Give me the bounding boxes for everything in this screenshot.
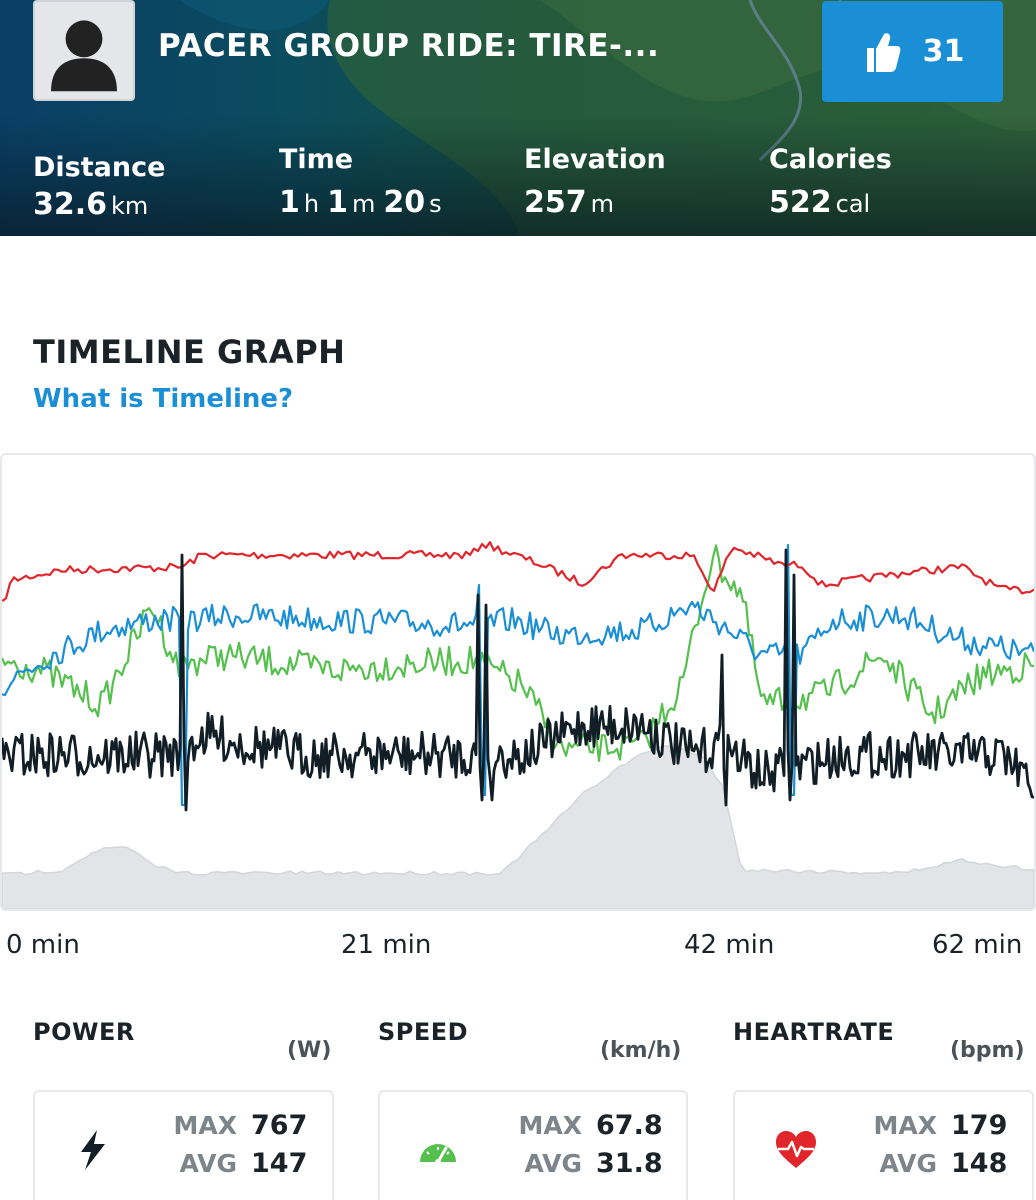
avatar[interactable] (33, 0, 135, 101)
power-avg-row: AVG 147 (159, 1148, 307, 1179)
activity-header: PACER GROUP RIDE: TIRE-... 31 Distance 3… (0, 0, 1036, 236)
stat-number: 522 (769, 185, 832, 220)
metric-title-heartrate: HEARTRATE (733, 1018, 895, 1046)
stat-number: 1 (327, 185, 348, 220)
like-count: 31 (922, 34, 965, 69)
speed-max-value: 67.8 (596, 1110, 663, 1141)
power-line (2, 548, 1034, 812)
metric-title-speed: SPEED (378, 1018, 469, 1046)
ride-title: PACER GROUP RIDE: TIRE-... (158, 28, 660, 64)
axis-label-start: 0 min (6, 930, 80, 960)
timeline-graph-svg (2, 541, 1034, 909)
stat-label: Time (279, 144, 354, 175)
what-is-timeline-link[interactable]: What is Timeline? (33, 384, 294, 414)
stat-label: Elevation (524, 144, 666, 175)
user-silhouette-icon (51, 20, 117, 92)
heartrate-max-row: MAX 179 (859, 1110, 1007, 1141)
max-label: MAX (518, 1111, 582, 1140)
axis-label-42: 42 min (684, 930, 775, 960)
speed-max-row: MAX 67.8 (504, 1110, 663, 1141)
like-button[interactable]: 31 (822, 1, 1003, 102)
metric-unit-heartrate: (bpm) (950, 1038, 1025, 1063)
section-title: TIMELINE GRAPH (33, 333, 346, 371)
stat-number: 32.6 (33, 187, 108, 222)
metric-card-speed: MAX 67.8 AVG 31.8 (378, 1090, 688, 1200)
metric-card-heartrate: MAX 179 AVG 148 (733, 1090, 1034, 1200)
metric-unit-speed: (km/h) (600, 1038, 682, 1063)
metric-unit-power: (W) (287, 1038, 332, 1063)
speedometer-icon (420, 1144, 456, 1165)
stat-value: 257 m (524, 185, 666, 220)
thumbs-up-icon (866, 32, 900, 72)
power-max-row: MAX 767 (159, 1110, 307, 1141)
stat-number: 1 (279, 185, 300, 220)
stat-unit: s (429, 190, 442, 218)
max-label: MAX (873, 1111, 937, 1140)
stat-calories: Calories 522 cal (769, 144, 892, 220)
avg-label: AVG (524, 1149, 582, 1178)
heart-pulse-icon (776, 1131, 816, 1168)
heartrate-avg-value: 148 (951, 1148, 1008, 1179)
speed-avg-value: 31.8 (596, 1148, 663, 1179)
stat-value: 522 cal (769, 185, 892, 220)
power-avg-value: 147 (251, 1148, 308, 1179)
speed-avg-row: AVG 31.8 (504, 1148, 663, 1179)
stat-number: 20 (383, 185, 426, 220)
stat-unit: km (111, 192, 149, 220)
axis-label-end: 62 min (932, 930, 1023, 960)
axis-label-21: 21 min (341, 930, 432, 960)
power-max-value: 767 (251, 1110, 308, 1141)
timeline-graph[interactable] (0, 453, 1036, 911)
max-label: MAX (173, 1111, 237, 1140)
elevation-area (2, 745, 1034, 909)
stat-value: 32.6 km (33, 187, 165, 222)
heartrate-line (2, 541, 1034, 602)
heartrate-avg-row: AVG 148 (859, 1148, 1007, 1179)
avg-label: AVG (879, 1149, 937, 1178)
stat-unit: cal (835, 190, 871, 218)
stat-unit: m (590, 190, 615, 218)
avg-label: AVG (179, 1149, 237, 1178)
stat-unit: h (303, 190, 320, 218)
stat-value: 1 h 1 m 20 s (279, 185, 450, 220)
stat-unit: m (351, 190, 376, 218)
metric-title-power: POWER (33, 1018, 135, 1046)
stat-distance: Distance 32.6 km (33, 152, 165, 222)
stat-label: Calories (769, 144, 892, 175)
stat-number: 257 (524, 185, 587, 220)
heartrate-max-value: 179 (951, 1110, 1008, 1141)
stat-time: Time 1 h 1 m 20 s (279, 144, 450, 220)
speed-line (2, 543, 1034, 807)
metric-card-power: MAX 767 AVG 147 (33, 1090, 334, 1200)
lightning-bolt-icon (81, 1130, 105, 1170)
cadence-line (2, 544, 1034, 762)
stat-elevation: Elevation 257 m (524, 144, 666, 220)
stat-label: Distance (33, 152, 166, 183)
